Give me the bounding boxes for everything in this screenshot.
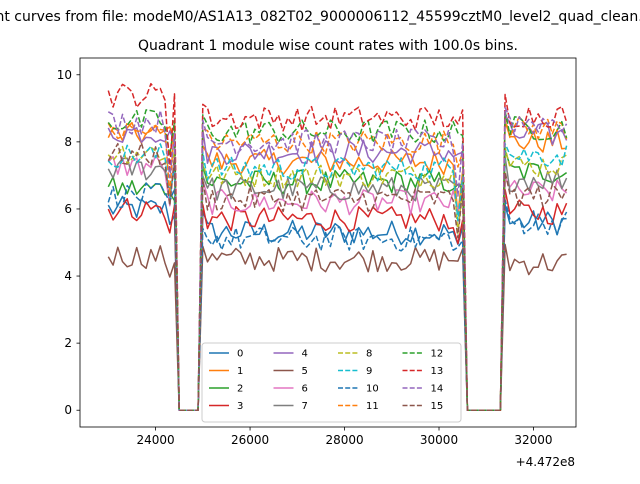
legend-item-10: 10	[338, 384, 379, 395]
legend-item-12: 12	[402, 349, 444, 360]
legend-label: 9	[366, 366, 372, 377]
x-tick-label: 32000	[514, 433, 552, 447]
y-tick-label: 8	[64, 135, 72, 149]
legend-label: 5	[302, 366, 308, 377]
legend-item-11: 11	[338, 401, 379, 412]
legend-label: 11	[366, 401, 379, 412]
y-tick-label: 2	[64, 336, 72, 350]
legend-item-3: 3	[209, 401, 243, 412]
legend-label: 7	[302, 401, 308, 412]
legend-item-4: 4	[273, 349, 308, 360]
legend-label: 2	[237, 384, 243, 395]
x-tick-label: 26000	[231, 433, 269, 447]
legend-item-15: 15	[402, 401, 444, 412]
legend-item-5: 5	[273, 366, 308, 377]
legend-item-0: 0	[209, 349, 243, 360]
legend-item-9: 9	[338, 366, 372, 377]
legend-label: 6	[302, 384, 308, 395]
legend-box	[201, 342, 462, 423]
plot-area: 24000 26000 28000 30000 32000024681001234567…	[57, 57, 577, 447]
y-tick-label: 0	[64, 403, 72, 417]
y-tick-label: 4	[64, 269, 72, 283]
legend-item-1: 1	[209, 366, 243, 377]
legend-label: 14	[431, 384, 444, 395]
legend-label: 12	[431, 349, 444, 360]
axes-frame	[79, 57, 577, 428]
series-lines	[107, 82, 568, 411]
legend-label: 15	[431, 401, 444, 412]
legend-label: 3	[237, 401, 243, 412]
legend-label: 4	[302, 349, 308, 360]
series-line-15	[107, 142, 568, 411]
y-tick-label: 6	[64, 202, 72, 216]
legend-item-8: 8	[338, 349, 372, 360]
legend-item-14: 14	[402, 384, 444, 395]
legend-label: 0	[237, 349, 243, 360]
chart-title: Quadrant 1 module wise count rates with …	[138, 38, 518, 54]
legend-label: 10	[366, 384, 379, 395]
y-tick-label: 10	[57, 68, 72, 82]
x-tick-label: 24000	[136, 433, 174, 447]
legend-item-7: 7	[273, 401, 308, 412]
figure-suptitle: Light curves from file: modeM0/AS1A13_08…	[0, 9, 640, 25]
legend-label: 13	[431, 366, 444, 377]
x-tick-label: 30000	[420, 433, 458, 447]
legend-label: 1	[237, 366, 243, 377]
x-tick-label: 28000	[325, 433, 363, 447]
legend-item-2: 2	[209, 384, 243, 395]
legend-item-13: 13	[402, 366, 444, 377]
x-offset-label: +4.472e8	[516, 455, 575, 469]
legend-item-6: 6	[273, 384, 308, 395]
legend-label: 8	[366, 349, 372, 360]
